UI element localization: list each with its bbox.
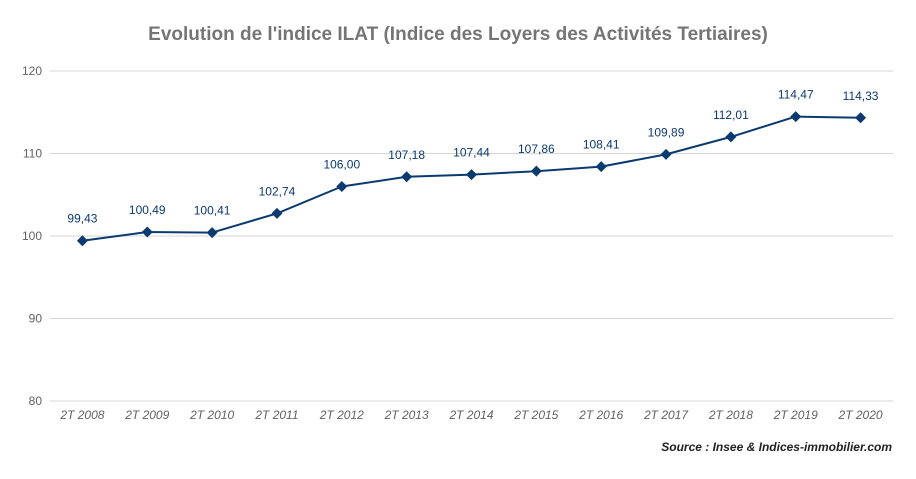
x-tick-label: 2T 2008 (59, 408, 104, 422)
x-tick-label: 2T 2017 (643, 408, 689, 422)
data-label: 112,01 (713, 108, 749, 122)
data-label: 107,44 (453, 146, 490, 160)
data-point (725, 131, 737, 143)
x-tick-label: 2T 2010 (189, 408, 234, 422)
data-point (206, 227, 218, 239)
data-label: 102,74 (259, 184, 296, 198)
y-tick-label: 120 (22, 64, 42, 78)
data-point (660, 148, 672, 160)
y-tick-label: 110 (23, 147, 42, 161)
y-tick-label: 100 (22, 229, 42, 243)
x-tick-label: 2T 2018 (708, 408, 753, 422)
data-label: 107,86 (518, 142, 555, 156)
x-tick-label: 2T 2009 (124, 408, 169, 422)
x-tick-label: 2T 2011 (254, 408, 298, 422)
x-tick-label: 2T 2019 (773, 408, 818, 422)
data-point (141, 226, 153, 238)
data-label: 114,33 (843, 89, 879, 103)
data-point (530, 165, 542, 177)
data-label: 107,18 (388, 148, 425, 162)
x-tick-label: 2T 2020 (838, 408, 883, 422)
data-point (595, 161, 607, 173)
y-tick-label: 80 (29, 394, 43, 408)
data-point (466, 169, 477, 181)
data-point (336, 181, 348, 192)
data-point (790, 111, 802, 123)
x-tick-label: 2T 2015 (513, 408, 558, 422)
data-label: 109,89 (648, 125, 685, 139)
data-label: 100,41 (194, 204, 231, 218)
x-tick-label: 2T 2012 (319, 408, 364, 422)
chart-title: Evolution de l'indice ILAT (Indice des L… (148, 24, 768, 45)
chart-source: Source : Insee & Indices-immobilier.com (661, 440, 892, 454)
x-tick-label: 2T 2013 (384, 408, 429, 422)
data-label: 108,41 (583, 138, 620, 152)
data-label: 114,47 (778, 88, 814, 102)
x-tick-label: 2T 2014 (448, 408, 493, 422)
x-tick-label: 2T 2016 (578, 408, 623, 422)
data-point (76, 235, 88, 247)
data-point (271, 207, 283, 219)
y-tick-label: 90 (29, 312, 43, 326)
data-label: 106,00 (323, 158, 360, 172)
data-label: 100,49 (129, 203, 166, 217)
data-point (401, 171, 413, 183)
data-point (855, 112, 867, 124)
data-label: 99,43 (67, 212, 97, 226)
